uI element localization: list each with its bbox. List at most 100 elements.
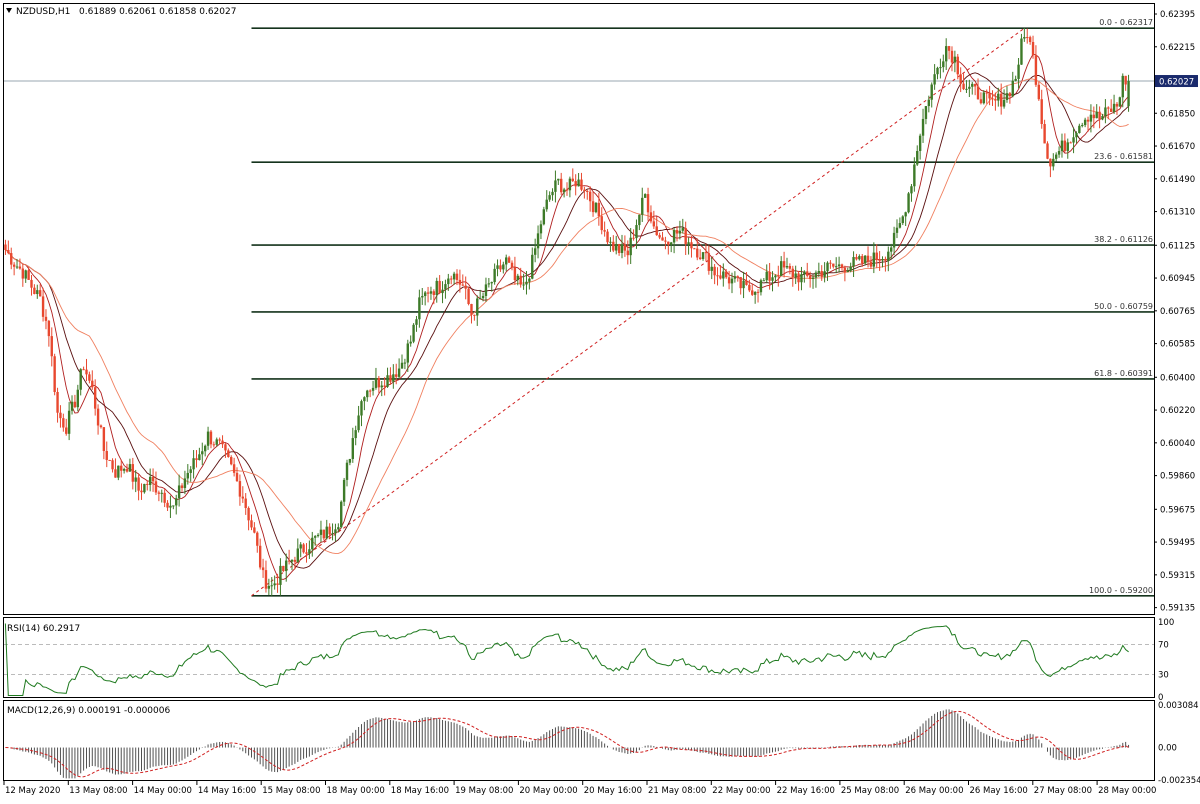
candle-body[interactable]	[360, 401, 363, 416]
candle-body[interactable]	[70, 401, 74, 411]
candle-body[interactable]	[505, 257, 508, 265]
candle-body[interactable]	[18, 266, 22, 269]
candle-body[interactable]	[247, 507, 250, 521]
candle-body[interactable]	[148, 476, 152, 485]
candle-body[interactable]	[4, 244, 7, 250]
candle-body[interactable]	[736, 276, 739, 278]
candle-body[interactable]	[377, 377, 381, 388]
candle-body[interactable]	[855, 257, 858, 260]
candle-body[interactable]	[944, 46, 948, 62]
candle-body[interactable]	[206, 431, 210, 446]
candle-body[interactable]	[675, 230, 679, 234]
candle-body[interactable]	[661, 237, 664, 241]
candle-body[interactable]	[230, 456, 233, 465]
candle-body[interactable]	[785, 266, 789, 268]
candle-body[interactable]	[924, 106, 928, 119]
candle-body[interactable]	[716, 275, 719, 277]
candle-body[interactable]	[91, 380, 94, 388]
candle-body[interactable]	[545, 199, 548, 210]
candle-body[interactable]	[788, 266, 792, 269]
candle-body[interactable]	[930, 84, 933, 100]
candle-body[interactable]	[198, 454, 201, 461]
candle-body[interactable]	[426, 292, 430, 294]
candle-body[interactable]	[1092, 114, 1096, 119]
candle-body[interactable]	[748, 284, 751, 291]
candle-body[interactable]	[134, 477, 137, 482]
candle-body[interactable]	[1109, 108, 1113, 112]
candle-body[interactable]	[742, 280, 745, 289]
candle-body[interactable]	[490, 282, 493, 284]
candle-body[interactable]	[678, 230, 682, 234]
candle-body[interactable]	[334, 529, 337, 534]
candle-body[interactable]	[652, 221, 656, 227]
candle-body[interactable]	[209, 431, 213, 445]
candle-body[interactable]	[76, 389, 80, 408]
candle-body[interactable]	[285, 560, 288, 572]
candle-body[interactable]	[73, 401, 77, 408]
candle-body[interactable]	[713, 266, 716, 276]
candle-body[interactable]	[36, 290, 39, 295]
candle-body[interactable]	[238, 481, 242, 497]
candle-body[interactable]	[542, 209, 546, 225]
candle-body[interactable]	[47, 320, 51, 337]
candle-body[interactable]	[499, 265, 502, 270]
candle-body[interactable]	[493, 268, 496, 283]
candle-body[interactable]	[1104, 107, 1107, 117]
candle-body[interactable]	[817, 271, 821, 273]
candle-body[interactable]	[600, 216, 603, 231]
candle-body[interactable]	[1043, 123, 1046, 144]
candle-body[interactable]	[418, 297, 421, 320]
candle-body[interactable]	[834, 266, 838, 268]
candle-body[interactable]	[1057, 151, 1061, 155]
rsi-panel[interactable]	[3, 617, 1155, 698]
candle-body[interactable]	[933, 74, 936, 85]
candle-body[interactable]	[507, 257, 511, 263]
candle-body[interactable]	[203, 445, 207, 452]
candle-body[interactable]	[965, 88, 968, 90]
candle-body[interactable]	[635, 225, 638, 239]
candle-body[interactable]	[279, 565, 282, 585]
candle-body[interactable]	[235, 472, 239, 482]
candle-body[interactable]	[253, 527, 256, 533]
candle-body[interactable]	[565, 189, 569, 191]
candle-body[interactable]	[108, 459, 111, 461]
candle-body[interactable]	[305, 552, 308, 554]
candle-body[interactable]	[270, 585, 273, 587]
candle-body[interactable]	[641, 197, 644, 215]
candle-body[interactable]	[591, 201, 595, 213]
candle-body[interactable]	[895, 227, 899, 233]
candle-body[interactable]	[765, 271, 768, 281]
candle-body[interactable]	[927, 99, 931, 107]
candle-body[interactable]	[887, 251, 890, 261]
candle-body[interactable]	[956, 56, 959, 75]
candle-body[interactable]	[852, 257, 855, 267]
candle-body[interactable]	[467, 288, 470, 304]
candle-body[interactable]	[863, 255, 867, 264]
candle-body[interactable]	[875, 252, 878, 261]
candle-body[interactable]	[154, 481, 158, 493]
candle-body[interactable]	[889, 247, 893, 252]
candle-body[interactable]	[386, 375, 389, 387]
candle-body[interactable]	[947, 46, 951, 51]
candle-body[interactable]	[435, 280, 438, 295]
candle-body[interactable]	[1089, 114, 1093, 122]
candle-body[interactable]	[1060, 140, 1064, 152]
candle-body[interactable]	[531, 254, 534, 279]
candle-body[interactable]	[1017, 64, 1020, 79]
candle-body[interactable]	[1086, 119, 1090, 122]
candle-body[interactable]	[276, 583, 279, 585]
candle-body[interactable]	[201, 451, 204, 455]
candle-body[interactable]	[56, 391, 59, 413]
candle-body[interactable]	[502, 264, 505, 270]
candle-body[interactable]	[803, 271, 806, 275]
candle-body[interactable]	[577, 179, 580, 187]
candle-body[interactable]	[267, 585, 271, 589]
candle-body[interactable]	[768, 271, 771, 281]
candle-body[interactable]	[583, 189, 586, 192]
candle-body[interactable]	[67, 410, 71, 434]
candle-body[interactable]	[1037, 84, 1041, 100]
candle-body[interactable]	[994, 98, 997, 101]
candle-body[interactable]	[423, 292, 427, 297]
candle-body[interactable]	[664, 240, 667, 242]
candle-body[interactable]	[800, 274, 803, 283]
